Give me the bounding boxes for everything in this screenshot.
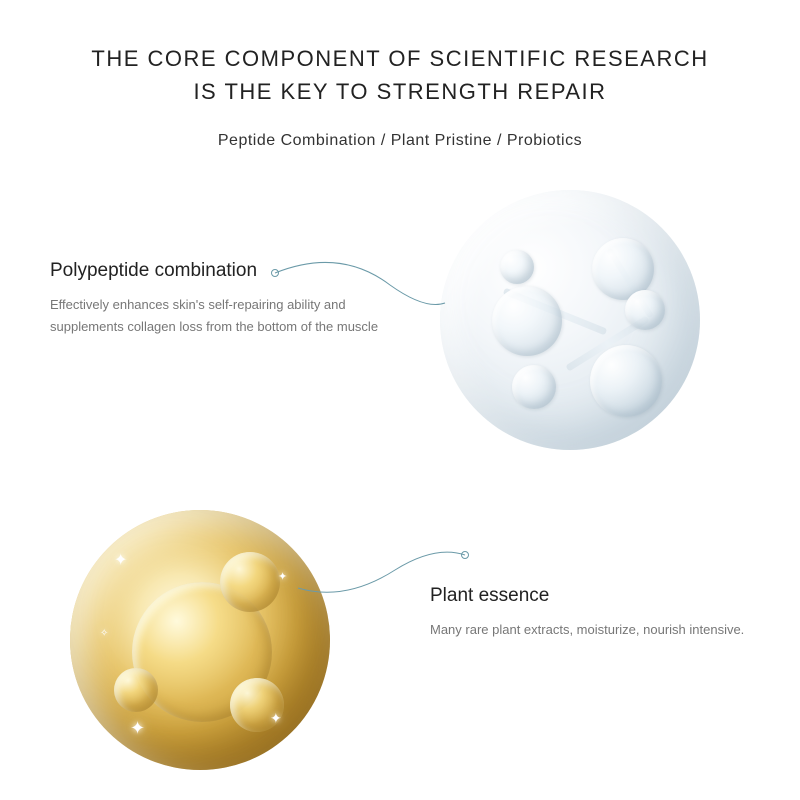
plant-essence-image: ✦ ✦ ✦ ✦ ✧	[70, 510, 330, 770]
section-title: Polypeptide combination	[50, 260, 390, 282]
subtitle: Peptide Combination / Plant Pristine / P…	[0, 132, 800, 150]
clear-sphere-icon	[440, 190, 700, 450]
polypeptide-image	[440, 190, 700, 450]
section-plant-essence: Plant essence Many rare plant extracts, …	[430, 585, 760, 641]
section-description: Many rare plant extracts, moisturize, no…	[430, 619, 760, 641]
section-title: Plant essence	[430, 585, 760, 607]
title-line-1: THE CORE COMPONENT OF SCIENTIFIC RESEARC…	[0, 42, 800, 75]
section-polypeptide: Polypeptide combination Effectively enha…	[50, 260, 390, 338]
gold-sphere-icon: ✦ ✦ ✦ ✦ ✧	[70, 510, 330, 770]
title-line-2: IS THE KEY TO STRENGTH REPAIR	[0, 75, 800, 108]
header: THE CORE COMPONENT OF SCIENTIFIC RESEARC…	[0, 0, 800, 150]
section-description: Effectively enhances skin's self-repairi…	[50, 294, 390, 338]
